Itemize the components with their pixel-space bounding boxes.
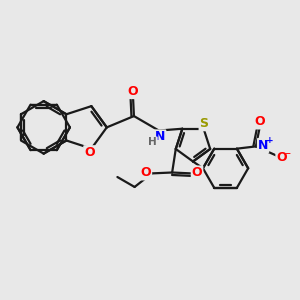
Text: S: S <box>200 117 208 130</box>
Text: ⁻: ⁻ <box>284 150 290 163</box>
Text: O: O <box>276 151 287 164</box>
Text: O: O <box>192 167 202 179</box>
Text: O: O <box>141 167 151 179</box>
Text: O: O <box>254 116 265 128</box>
Text: H: H <box>148 137 157 147</box>
Text: N: N <box>258 139 268 152</box>
Text: +: + <box>266 136 273 145</box>
Text: O: O <box>128 85 138 98</box>
Text: N: N <box>155 130 165 143</box>
Text: O: O <box>84 146 95 159</box>
